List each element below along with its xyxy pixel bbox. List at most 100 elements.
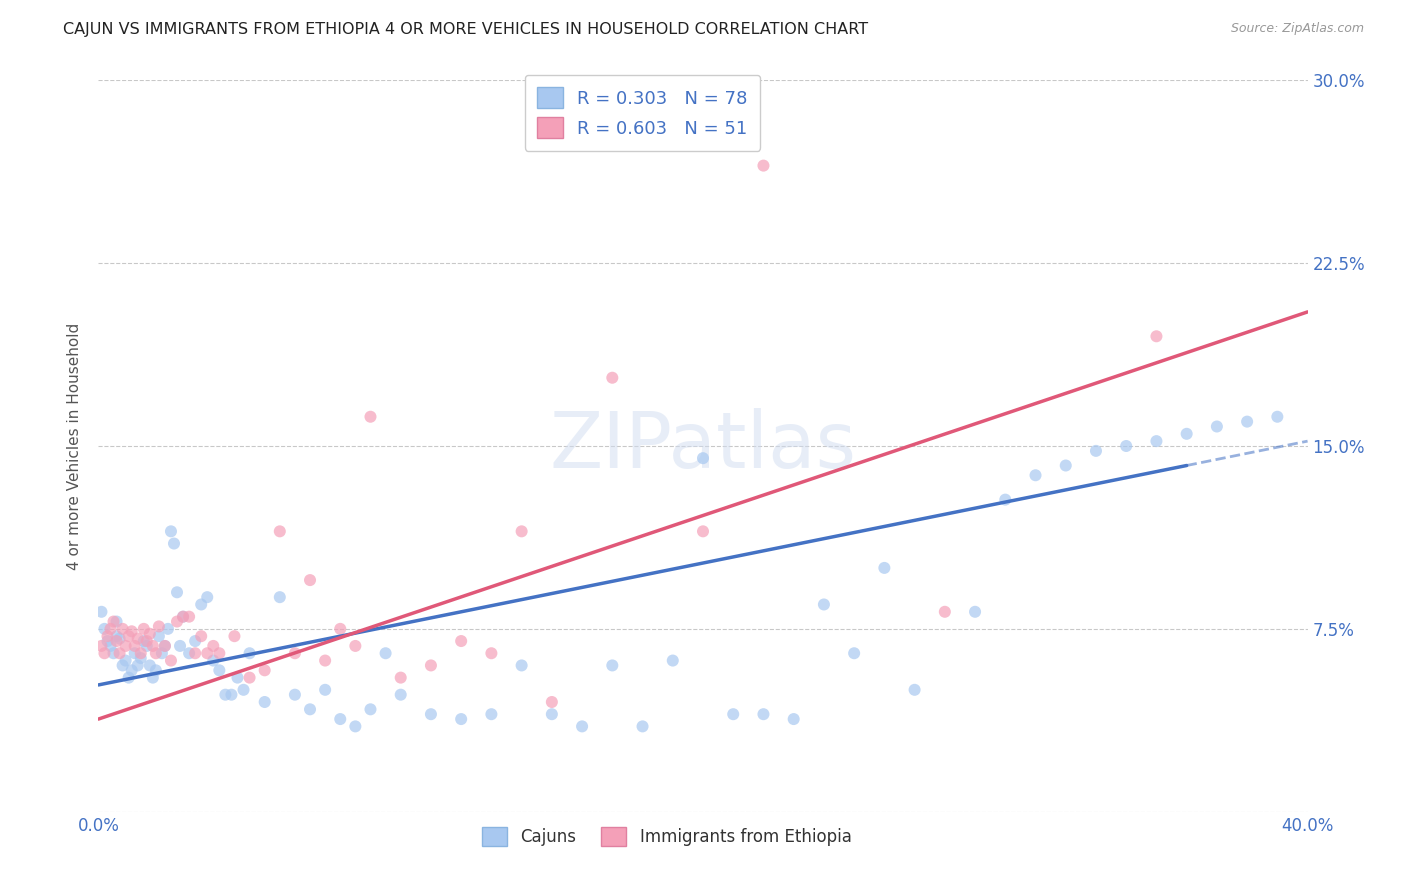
Point	[160, 524, 183, 539]
Point	[179, 646, 201, 660]
Point	[124, 646, 146, 660]
Point	[108, 646, 131, 660]
Point	[150, 646, 173, 660]
Point	[752, 159, 775, 173]
Point	[153, 639, 176, 653]
Point	[1085, 443, 1108, 458]
Point	[103, 615, 125, 629]
Point	[314, 682, 336, 697]
Point	[139, 658, 162, 673]
Point	[100, 622, 122, 636]
Point	[934, 605, 956, 619]
Point	[1236, 415, 1258, 429]
Point	[420, 658, 443, 673]
Point	[450, 712, 472, 726]
Point	[269, 524, 291, 539]
Point	[118, 629, 141, 643]
Point	[420, 707, 443, 722]
Point	[166, 585, 188, 599]
Point	[1144, 434, 1167, 449]
Text: Source: ZipAtlas.com: Source: ZipAtlas.com	[1230, 22, 1364, 36]
Point	[232, 682, 254, 697]
Point	[132, 622, 155, 636]
Point	[90, 605, 112, 619]
Point	[481, 707, 503, 722]
Point	[253, 695, 276, 709]
Point	[142, 671, 165, 685]
Point	[96, 634, 118, 648]
Point	[226, 671, 249, 685]
Point	[631, 719, 654, 733]
Point	[844, 646, 866, 660]
Point	[156, 622, 179, 636]
Point	[202, 639, 225, 653]
Point	[510, 658, 533, 673]
Point	[214, 688, 236, 702]
Point	[692, 451, 714, 466]
Point	[148, 629, 170, 643]
Point	[360, 702, 382, 716]
Point	[184, 634, 207, 648]
Point	[111, 658, 134, 673]
Point	[208, 646, 231, 660]
Point	[114, 654, 136, 668]
Point	[221, 688, 243, 702]
Point	[661, 654, 683, 668]
Point	[121, 624, 143, 639]
Point	[124, 639, 146, 653]
Point	[90, 639, 112, 653]
Point	[145, 646, 167, 660]
Point	[169, 639, 191, 653]
Point	[145, 663, 167, 677]
Point	[239, 646, 262, 660]
Point	[135, 634, 157, 648]
Point	[118, 671, 141, 685]
Point	[114, 639, 136, 653]
Point	[602, 370, 624, 384]
Point	[127, 658, 149, 673]
Point	[344, 719, 367, 733]
Point	[105, 634, 128, 648]
Point	[873, 561, 896, 575]
Point	[129, 651, 152, 665]
Point	[344, 639, 367, 653]
Point	[329, 622, 352, 636]
Point	[1054, 458, 1077, 473]
Point	[105, 615, 128, 629]
Point	[224, 629, 246, 643]
Point	[540, 707, 562, 722]
Point	[752, 707, 775, 722]
Point	[571, 719, 593, 733]
Y-axis label: 4 or more Vehicles in Household: 4 or more Vehicles in Household	[67, 322, 83, 570]
Point	[153, 639, 176, 653]
Point	[360, 409, 382, 424]
Point	[314, 654, 336, 668]
Point	[299, 573, 322, 587]
Point	[253, 663, 276, 677]
Point	[121, 663, 143, 677]
Legend: Cajuns, Immigrants from Ethiopia: Cajuns, Immigrants from Ethiopia	[474, 819, 860, 855]
Point	[93, 646, 115, 660]
Point	[202, 654, 225, 668]
Point	[208, 663, 231, 677]
Point	[190, 598, 212, 612]
Point	[783, 712, 806, 726]
Point	[105, 629, 128, 643]
Point	[269, 590, 291, 604]
Point	[172, 609, 194, 624]
Point	[723, 707, 745, 722]
Point	[239, 671, 262, 685]
Point	[284, 688, 307, 702]
Point	[142, 639, 165, 653]
Point	[100, 639, 122, 653]
Point	[190, 629, 212, 643]
Point	[195, 646, 218, 660]
Point	[994, 492, 1017, 507]
Point	[450, 634, 472, 648]
Point	[166, 615, 188, 629]
Point	[510, 524, 533, 539]
Point	[389, 688, 412, 702]
Point	[132, 634, 155, 648]
Point	[129, 646, 152, 660]
Point	[179, 609, 201, 624]
